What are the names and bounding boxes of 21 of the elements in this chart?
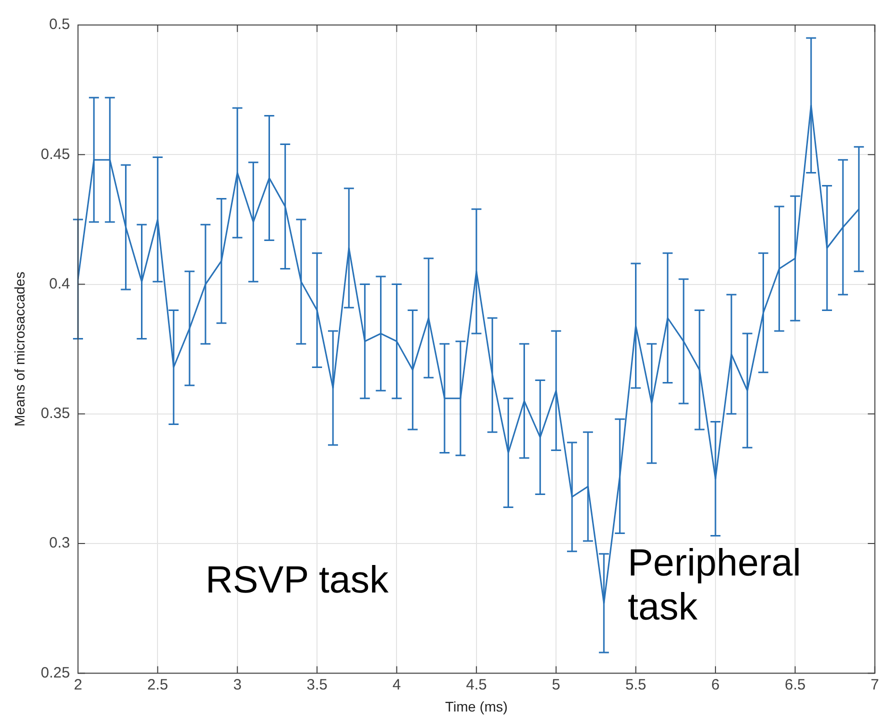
x-tick-label: 6.5 xyxy=(784,676,806,694)
y-axis-title: Means of microsaccades xyxy=(11,272,28,427)
x-tick-label: 2 xyxy=(74,676,82,694)
y-tick-label: 0.3 xyxy=(49,534,70,552)
x-tick-label: 6 xyxy=(711,676,720,694)
x-tick-label: 5.5 xyxy=(625,676,646,694)
x-tick-label: 4 xyxy=(392,676,401,694)
x-tick-label: 4.5 xyxy=(466,676,487,694)
x-tick-label: 2.5 xyxy=(147,676,168,694)
x-tick-label: 3 xyxy=(233,676,242,694)
y-tick-label: 0.25 xyxy=(40,664,70,682)
y-tick-label: 0.35 xyxy=(40,405,70,422)
y-tick-label: 0.4 xyxy=(49,275,70,292)
y-tick-label: 0.45 xyxy=(40,146,70,163)
x-tick-label: 7 xyxy=(870,676,879,694)
x-tick-label: 5 xyxy=(552,676,560,694)
annotation: RSVP task xyxy=(205,559,390,602)
x-tick-label: 3.5 xyxy=(306,676,328,694)
y-tick-label: 0.5 xyxy=(49,16,70,34)
x-axis-title: Time (ms) xyxy=(445,698,508,714)
annotation: Peripheral task xyxy=(628,542,802,628)
